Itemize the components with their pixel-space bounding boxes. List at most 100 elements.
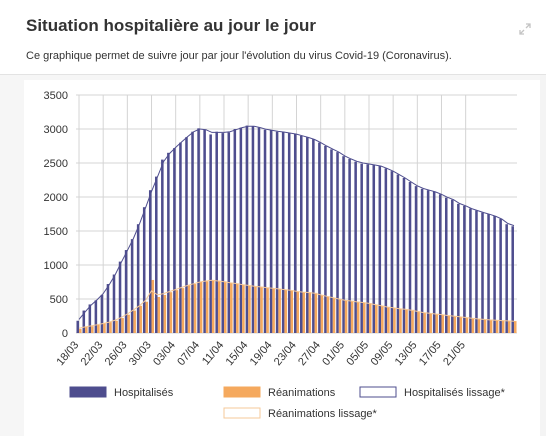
x-tick-label: 26/03 <box>103 339 130 368</box>
reanimations-bar <box>139 305 142 333</box>
x-tick-label: 03/04 <box>151 339 178 368</box>
hospitalises-bar <box>173 148 176 333</box>
reanimations-bar <box>97 324 100 333</box>
reanimations-bar <box>266 287 269 333</box>
reanimations-bar <box>127 314 130 333</box>
hospitalises-bar <box>269 130 273 333</box>
hospitalises-bar <box>378 165 382 333</box>
reanimations-bar <box>169 292 173 333</box>
hospitalises-bar <box>451 199 454 333</box>
reanimations-bar <box>121 318 124 333</box>
x-tick-label: 17/05 <box>417 339 444 368</box>
reanimations-bar <box>477 318 481 333</box>
reanimations-bar <box>248 285 251 333</box>
reanimations-bar <box>85 326 88 333</box>
hospitalises-bar <box>511 226 514 333</box>
x-tick-label: 19/04 <box>248 339 275 368</box>
reanimations-bar <box>284 289 287 333</box>
hospitalises-bar <box>215 131 218 333</box>
hospitalises-bar <box>287 133 291 333</box>
hospitalises-bar <box>372 165 376 333</box>
reanimations-bar <box>489 320 493 333</box>
reanimations-bar <box>302 292 306 333</box>
hospitalises-bar <box>136 224 140 333</box>
reanimations-bar <box>332 297 336 333</box>
reanimations-bar <box>314 292 318 333</box>
y-tick-label: 3000 <box>44 124 68 136</box>
card-title: Situation hospitalière au jour le jour <box>26 16 316 35</box>
hospitalises-bar <box>487 214 490 333</box>
reanimations-bar <box>199 282 203 333</box>
reanimations-bar <box>513 321 517 333</box>
hospitalises-bar <box>475 210 478 333</box>
x-tick-label: 18/03 <box>54 339 81 368</box>
hospitalises-bar <box>124 250 128 333</box>
reanimations-bar <box>181 288 185 333</box>
legend-label: Réanimations lissage* <box>268 408 378 420</box>
hospitalises-bar <box>209 134 212 333</box>
x-tick-label: 22/03 <box>79 339 106 368</box>
card-subtitle: Ce graphique permet de suivre jour par j… <box>26 50 452 62</box>
reanimations-bar <box>435 313 438 333</box>
reanimations-bar <box>145 301 149 333</box>
reanimations-bar <box>308 292 312 333</box>
reanimations-bar <box>501 320 505 333</box>
hospitalises-bar <box>167 152 170 333</box>
x-tick-label: 21/05 <box>441 339 468 368</box>
reanimations-bar <box>393 307 396 333</box>
reanimations-bar <box>459 316 463 333</box>
reanimations-bar <box>356 301 360 333</box>
hospitalises-bar <box>354 161 357 333</box>
reanimations-bar <box>429 313 432 333</box>
y-tick-label: 1500 <box>44 226 68 238</box>
hospitalises-bar <box>408 182 412 333</box>
hospitalises-bar <box>336 152 339 333</box>
reanimations-bar <box>326 296 330 333</box>
hospitalises-lissage-line <box>78 125 515 320</box>
y-tick-label: 2500 <box>44 158 68 170</box>
hospitalises-bar <box>94 300 98 333</box>
x-tick-label: 11/04 <box>200 339 226 367</box>
hospitalises-bar <box>106 284 110 333</box>
hospitalises-bar <box>233 129 237 333</box>
reanimations-bar <box>205 281 209 333</box>
legend-swatch <box>223 386 261 398</box>
hospitalises-bar <box>396 174 400 333</box>
reanimations-bar <box>471 318 475 333</box>
hospitalises-bar <box>348 158 351 333</box>
reanimations-bar <box>254 286 257 333</box>
hospitalises-bar <box>148 190 152 333</box>
reanimations-bar <box>411 309 414 333</box>
hospitalises-bar <box>318 142 321 333</box>
x-tick-label: 13/05 <box>393 339 420 368</box>
reanimations-bar <box>495 320 499 333</box>
hospitalises-bar <box>342 156 345 333</box>
y-tick-label: 2000 <box>44 192 68 204</box>
reanimations-bar <box>109 322 112 333</box>
hospitalises-bar <box>227 132 231 333</box>
hospitalises-bar <box>142 207 146 333</box>
hospitalises-bar <box>505 224 508 333</box>
reanimations-bar <box>175 290 179 333</box>
hospitalises-bar <box>100 294 104 333</box>
reanimations-bar <box>236 283 239 333</box>
hospitalises-bar <box>444 197 448 333</box>
reanimations-bar <box>338 299 342 333</box>
reanimations-bar <box>465 317 469 333</box>
reanimations-bar <box>278 288 281 333</box>
hospitalises-bar <box>281 131 285 333</box>
y-tick-label: 3500 <box>44 90 68 102</box>
hospitalises-bar <box>293 133 297 333</box>
hospitalises-bar <box>88 304 92 333</box>
reanimations-bar <box>507 320 511 333</box>
expand-icon[interactable] <box>518 22 532 36</box>
reanimations-bar <box>211 279 215 333</box>
reanimations-bar <box>290 290 293 333</box>
hospitalises-bar <box>118 261 122 333</box>
hospitalises-bar <box>438 194 442 333</box>
reanimations-bar <box>344 300 348 333</box>
reanimations-bar <box>350 301 354 333</box>
hospitalises-bar <box>197 128 200 333</box>
hospitalises-bar <box>493 216 496 333</box>
